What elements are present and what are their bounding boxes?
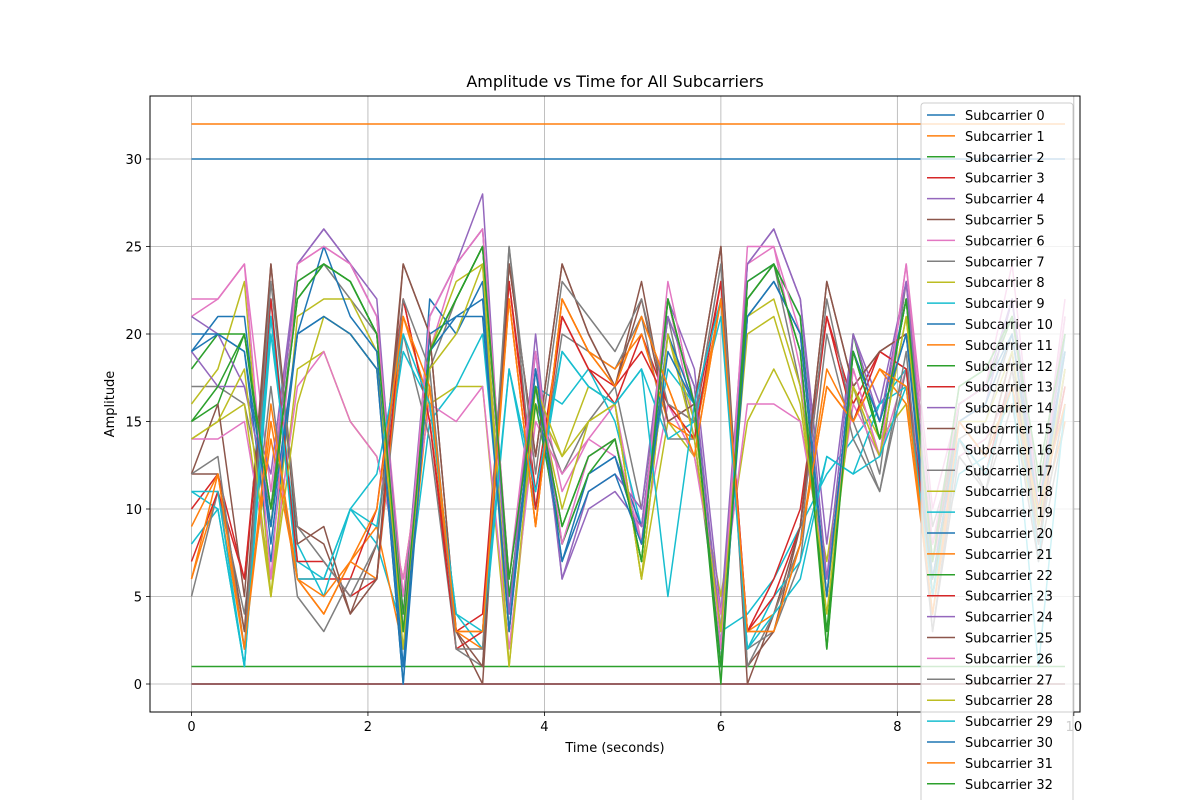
- legend-label: Subcarrier 6: [965, 234, 1045, 249]
- y-tick-label: 10: [125, 503, 142, 518]
- series-lines: [190, 123, 1066, 685]
- x-tick-label: 4: [540, 720, 548, 735]
- chart-title: Amplitude vs Time for All Subcarriers: [466, 72, 763, 91]
- legend-label: Subcarrier 29: [965, 715, 1053, 730]
- series-line-subcarrier-31: [190, 298, 1066, 650]
- legend-label: Subcarrier 3: [965, 172, 1045, 187]
- legend-label: Subcarrier 21: [965, 548, 1053, 563]
- series-line-subcarrier-32: [190, 245, 1066, 668]
- y-tick-label: 25: [125, 241, 142, 256]
- legend-label: Subcarrier 31: [965, 757, 1053, 772]
- legend-label: Subcarrier 9: [965, 297, 1045, 312]
- y-tick-label: 5: [134, 591, 142, 606]
- x-tick-label: 2: [364, 720, 372, 735]
- legend-label: Subcarrier 19: [965, 506, 1053, 521]
- y-axis-label: Amplitude: [103, 371, 118, 438]
- y-tick-label: 0: [134, 678, 142, 693]
- legend-label: Subcarrier 1: [965, 130, 1045, 145]
- legend-label: Subcarrier 17: [965, 464, 1053, 479]
- legend-label: Subcarrier 26: [965, 652, 1053, 667]
- legend-label: Subcarrier 8: [965, 276, 1045, 291]
- legend-label: Subcarrier 22: [965, 569, 1053, 584]
- legend-label: Subcarrier 0: [965, 109, 1045, 124]
- legend-label: Subcarrier 24: [965, 611, 1053, 626]
- legend: Subcarrier 0 Subcarrier 1 Subcarrier 2 Subc…: [920, 102, 1074, 800]
- legend-label: Subcarrier 30: [965, 736, 1053, 751]
- legend-label: Subcarrier 20: [965, 527, 1053, 542]
- legend-label: Subcarrier 5: [965, 214, 1045, 229]
- legend-label: Subcarrier 11: [965, 339, 1053, 354]
- x-axis-label: Time (seconds): [564, 741, 664, 756]
- legend-label: Subcarrier 15: [965, 423, 1053, 438]
- legend-label: Subcarrier 32: [965, 778, 1053, 793]
- y-tick-label: 20: [125, 328, 142, 343]
- y-tick-label: 30: [125, 153, 142, 168]
- legend-label: Subcarrier 10: [965, 318, 1053, 333]
- legend-label: Subcarrier 27: [965, 673, 1053, 688]
- legend-label: Subcarrier 25: [965, 632, 1053, 647]
- legend-label: Subcarrier 2: [965, 151, 1045, 166]
- legend-label: Subcarrier 14: [965, 402, 1053, 417]
- legend-box: [920, 102, 1074, 800]
- series-line-subcarrier-29: [191, 298, 1066, 668]
- legend-label: Subcarrier 4: [965, 193, 1045, 208]
- legend-label: Subcarrier 28: [965, 694, 1053, 709]
- legend-label: Subcarrier 16: [965, 443, 1053, 458]
- legend-label: Subcarrier 7: [965, 255, 1045, 270]
- legend-label: Subcarrier 12: [965, 360, 1053, 375]
- legend-label: Subcarrier 23: [965, 590, 1053, 605]
- legend-label: Subcarrier 13: [965, 381, 1053, 396]
- legend-label: Subcarrier 18: [965, 485, 1053, 500]
- y-tick-label: 15: [125, 416, 142, 431]
- plot-area-frame: [149, 95, 1081, 713]
- x-tick-label: 0: [187, 720, 195, 735]
- series-line-subcarrier-30: [191, 280, 1066, 685]
- x-tick-label: 6: [717, 720, 725, 735]
- x-tick-label: 8: [893, 720, 901, 735]
